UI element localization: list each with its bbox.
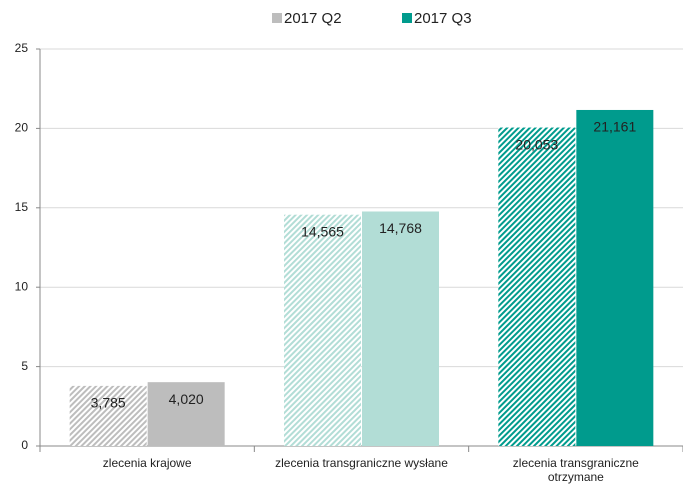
bar bbox=[69, 385, 147, 446]
data-label: 14,565 bbox=[301, 223, 344, 239]
y-tick-label: 5 bbox=[21, 359, 28, 373]
data-label: 4,020 bbox=[169, 391, 204, 407]
bar bbox=[147, 382, 225, 446]
bar bbox=[498, 127, 576, 447]
legend-swatch bbox=[272, 13, 282, 23]
y-tick-label: 20 bbox=[15, 121, 29, 135]
data-label: 20,053 bbox=[515, 136, 558, 152]
y-tick-label: 25 bbox=[15, 41, 29, 55]
y-tick-label: 0 bbox=[21, 438, 28, 452]
legend-label: 2017 Q2 bbox=[284, 10, 342, 27]
legend-swatch bbox=[402, 13, 412, 23]
data-label: 14,768 bbox=[379, 220, 422, 236]
y-tick-label: 10 bbox=[15, 279, 29, 293]
x-tick-label: zlecenia krajowe bbox=[102, 456, 192, 470]
x-tick-label: zlecenia transgraniczne otrzymane bbox=[512, 456, 639, 484]
bar bbox=[576, 109, 654, 446]
x-tick-label: zlecenia transgraniczne wysłane bbox=[275, 456, 448, 470]
bar bbox=[284, 214, 361, 446]
y-tick-label: 15 bbox=[15, 200, 29, 214]
bar bbox=[362, 211, 439, 446]
data-label: 21,161 bbox=[593, 119, 636, 135]
data-label: 3,785 bbox=[91, 395, 126, 411]
legend-label: 2017 Q3 bbox=[414, 10, 472, 27]
